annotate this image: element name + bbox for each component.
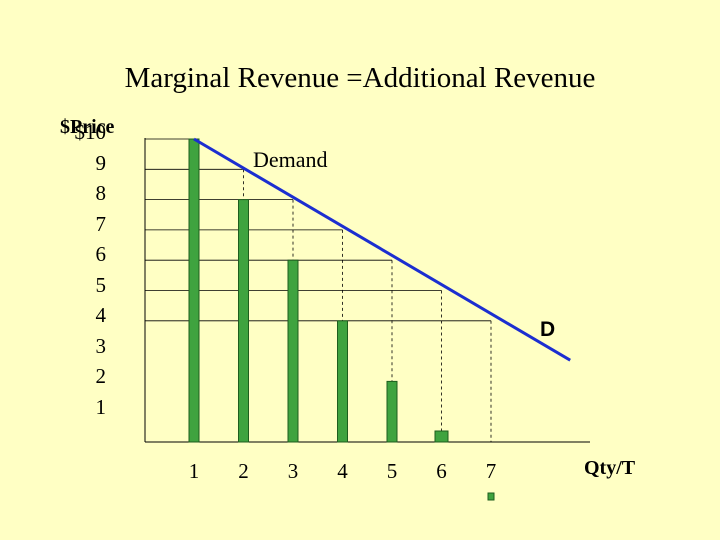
- demand-label: Demand: [253, 147, 328, 172]
- demand-line: [193, 137, 571, 362]
- x-tick-label: 4: [337, 459, 348, 483]
- y-tick-label: 2: [95, 364, 107, 388]
- y-tick-label: 6: [95, 242, 107, 266]
- mr-bar-5: [386, 380, 398, 443]
- x-tick-label: 3: [287, 459, 299, 483]
- y-tick-label: 7: [95, 211, 107, 236]
- mr-bar-1: [188, 138, 200, 443]
- x-tick-label: 1: [188, 459, 200, 483]
- mr-bar-6: [434, 430, 449, 443]
- y-tick-label: 1: [95, 394, 107, 419]
- y-tick-label: 8: [95, 181, 107, 205]
- slide-title: Marginal Revenue =Additional Revenue: [124, 62, 596, 94]
- mr-bar-7: [487, 492, 495, 501]
- mr-bar-4: [337, 320, 348, 443]
- x-tick-label: 6: [436, 459, 447, 483]
- x-tick-label: 2: [238, 459, 249, 483]
- y-tick-label: 4: [95, 303, 107, 327]
- y-tick-label: $10: [74, 120, 107, 144]
- x-tick-label: 7: [485, 459, 497, 483]
- demand-line-label: D: [540, 318, 556, 341]
- y-tick-label: 9: [95, 150, 107, 175]
- x-tick-label: 5: [386, 459, 398, 483]
- y-tick-label: 3: [95, 333, 107, 358]
- y-axis-label: $Price: [60, 116, 115, 138]
- mr-bar-2: [238, 199, 249, 443]
- mr-bar-3: [287, 259, 299, 443]
- x-axis-label: Qty/T: [584, 457, 636, 479]
- y-tick-label: 5: [95, 272, 107, 297]
